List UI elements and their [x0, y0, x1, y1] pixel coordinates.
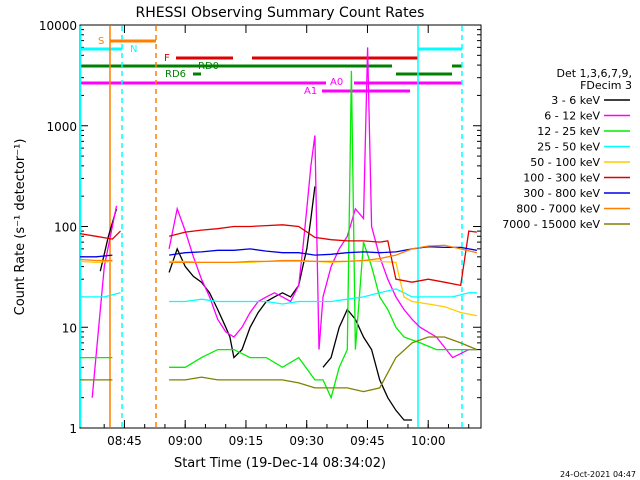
flag-label-a1: A1: [304, 86, 317, 97]
series-line-7: [79, 244, 478, 264]
series-line-8: [80, 336, 478, 393]
x-tick-label: 09:45: [350, 434, 385, 448]
flag-label-n: N: [130, 44, 137, 55]
legend-label: 25 - 50 keV: [537, 141, 600, 154]
x-tick-label: 09:15: [229, 434, 264, 448]
x-tick-label: 09:00: [168, 434, 203, 448]
series-line-5: [79, 224, 477, 287]
plot-frame: [79, 24, 482, 429]
flag-label-f: F: [164, 53, 170, 64]
series-line-2: [80, 70, 477, 400]
x-tick-label: 09:30: [289, 434, 324, 448]
flag-label-rd0: RD0: [198, 61, 219, 72]
legend-label: 100 - 300 keV: [523, 172, 600, 185]
legend-label: 7000 - 15000 keV: [502, 218, 600, 231]
flag-label-a0: A0: [330, 77, 343, 88]
series-line-1: [91, 47, 477, 398]
legend-label: 12 - 25 keV: [537, 125, 600, 138]
y-tick-label: 1000: [46, 120, 77, 134]
y-tick-label: 100: [54, 221, 77, 235]
y-tick-label: 10000: [39, 19, 77, 33]
flag-label-rd6: RD6: [165, 69, 186, 80]
legend-label: 3 - 6 keV: [551, 94, 600, 107]
y-axis-label: Count Rate (s⁻¹ detector⁻¹): [13, 139, 28, 316]
legend-header-line-1: Det 1,3,6,7,9,: [556, 67, 632, 80]
y-tick-label: 1: [69, 422, 77, 436]
legend-label: 300 - 800 keV: [523, 187, 600, 200]
legend-header-line-2: FDecim 3: [580, 79, 632, 92]
chart-title: RHESSI Observing Summary Count Rates: [136, 5, 425, 21]
footer-timestamp: 24-Oct-2021 04:47: [560, 470, 636, 479]
legend-label: 6 - 12 keV: [544, 110, 600, 123]
x-axis-label: Start Time (19-Dec-14 08:34:02): [174, 456, 386, 471]
x-tick-label: 10:00: [411, 434, 446, 448]
x-tick-label: 08:45: [107, 434, 142, 448]
y-tick-label: 10: [62, 321, 77, 335]
legend-label: 800 - 7000 keV: [516, 203, 600, 216]
series-line-3: [80, 288, 477, 305]
legend: 3 - 6 keV 6 - 12 keV 12 - 25 keV 25 - 50 ke…: [502, 94, 630, 231]
data-series: [79, 47, 478, 421]
legend-label: 50 - 100 keV: [530, 156, 600, 169]
flag-label-s: S: [98, 36, 104, 47]
instrument-flags: S N F RD0 RD6 A0 A1: [79, 26, 463, 427]
